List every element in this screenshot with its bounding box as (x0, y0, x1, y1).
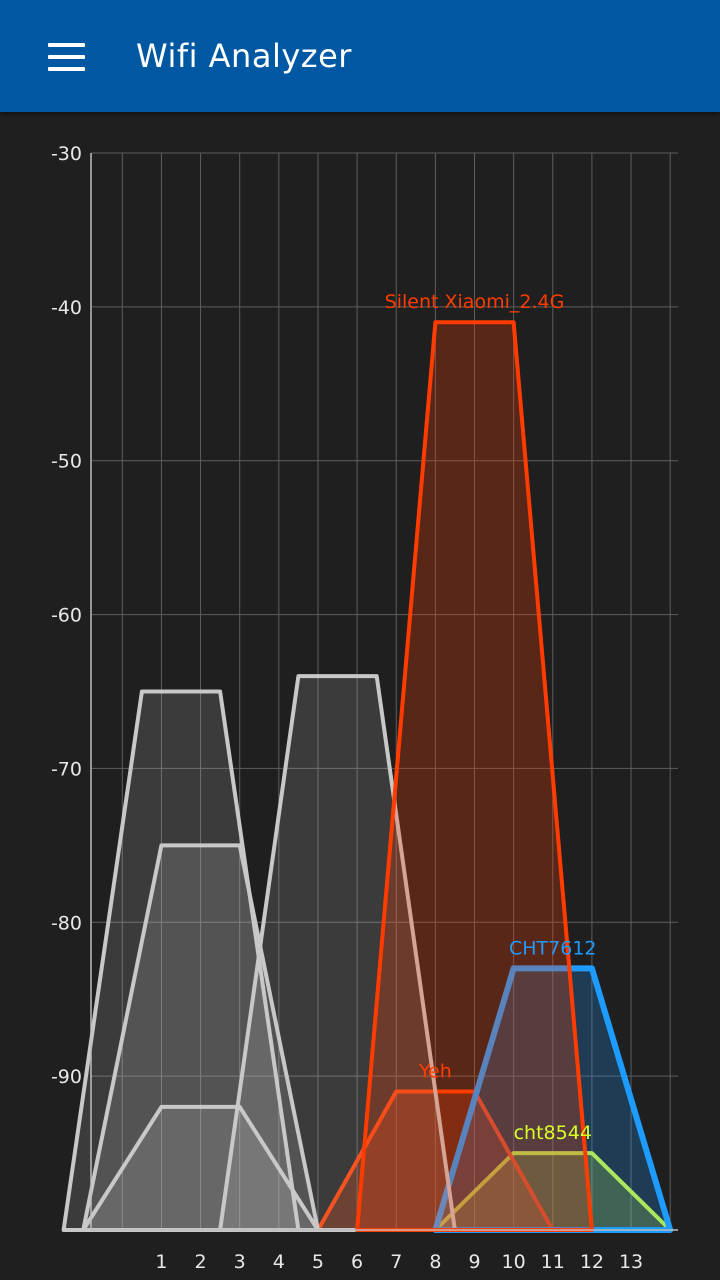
network-ssid-label: Silent Xiaomi_2.4G (385, 291, 565, 313)
x-tick-label: 9 (468, 1251, 480, 1273)
x-tick-label: 8 (429, 1251, 441, 1273)
x-tick-label: 2 (195, 1251, 207, 1273)
hamburger-menu-icon (48, 43, 85, 71)
y-tick-label: -30 (51, 143, 82, 165)
y-tick-label: -60 (51, 605, 82, 627)
x-tick-label: 13 (619, 1251, 643, 1273)
channel-graph: cht8544 Yeh CHT7612 Silent Xiaomi_2.4G -30 -… (51, 143, 678, 1273)
network-ssid-label: cht8544 (514, 1122, 592, 1144)
menu-button[interactable] (40, 36, 94, 78)
chart-area: cht8544 Yeh CHT7612 Silent Xiaomi_2.4G -30 -… (0, 112, 720, 1280)
x-tick-label: 5 (312, 1251, 324, 1273)
y-tick-label: -70 (51, 758, 82, 780)
y-tick-label: -80 (51, 912, 82, 934)
x-tick-label: 11 (541, 1251, 565, 1273)
x-tick-label: 1 (155, 1251, 167, 1273)
x-tick-label: 10 (502, 1251, 526, 1273)
x-tick-label: 4 (273, 1251, 285, 1273)
y-tick-label: -40 (51, 297, 82, 319)
network-ssid-label: CHT7612 (509, 937, 597, 959)
y-tick-label: -90 (51, 1066, 82, 1088)
x-tick-label: 6 (351, 1251, 363, 1273)
network-ssid-label: Yeh (418, 1061, 452, 1083)
x-tick-label: 3 (234, 1251, 246, 1273)
x-tick-label: 12 (580, 1251, 604, 1273)
app-title: Wifi Analyzer (136, 37, 352, 75)
app-bar: Wifi Analyzer (0, 0, 720, 112)
x-tick-label: 7 (390, 1251, 402, 1273)
y-tick-label: -50 (51, 451, 82, 473)
